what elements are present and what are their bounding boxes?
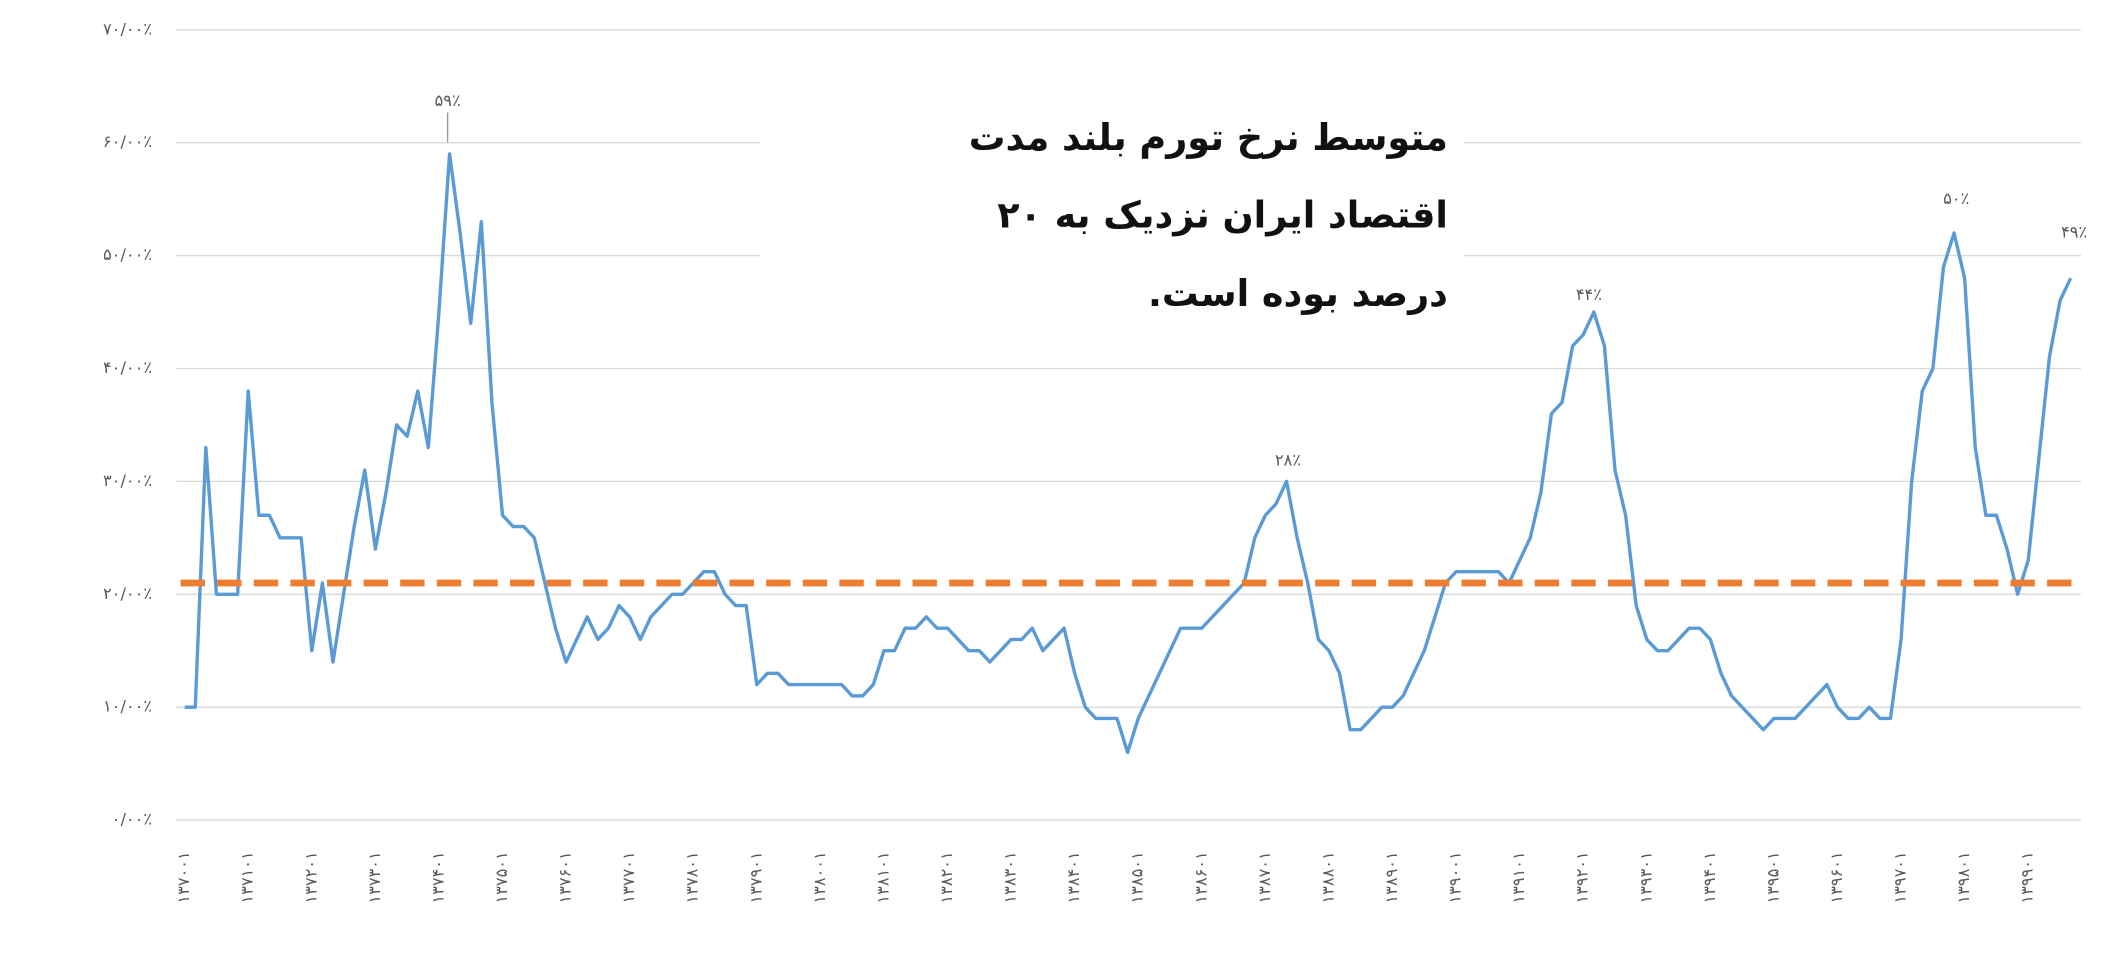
note-box <box>759 94 1465 339</box>
x-tick-label: ۱۳۷۲۰۱ <box>301 851 320 903</box>
x-tick-label: ۱۳۸۹۰۱ <box>1382 851 1401 903</box>
x-tick-label: ۱۳۸۶۰۱ <box>1191 851 1210 903</box>
x-tick-label: ۱۳۷۸۰۱ <box>683 851 702 903</box>
x-tick-label: ۱۳۷۹۰۱ <box>746 851 765 903</box>
x-tick-label: ۱۳۹۸۰۱ <box>1954 851 1973 903</box>
y-tick-label: ۴۰/۰۰٪ <box>103 358 152 377</box>
x-tick-label: ۱۳۹۲۰۱ <box>1573 851 1592 903</box>
x-tick-label: ۱۳۷۷۰۱ <box>619 851 638 903</box>
x-tick-label: ۱۳۹۳۰۱ <box>1636 851 1655 903</box>
annotation: ۲۸٪ <box>1275 450 1301 469</box>
x-tick-label: ۱۳۸۳۰۱ <box>1001 851 1020 903</box>
x-tick-label: ۱۳۸۱۰۱ <box>873 851 892 903</box>
x-tick-label: ۱۳۸۵۰۱ <box>1128 851 1147 903</box>
x-tick-label: ۱۳۸۲۰۱ <box>937 851 956 903</box>
y-tick-label: ۲۰/۰۰٪ <box>103 584 152 603</box>
y-tick-label: ۶۰/۰۰٪ <box>103 132 152 151</box>
x-tick-label: ۱۳۹۵۰۱ <box>1763 851 1782 903</box>
x-tick-label: ۱۳۸۴۰۱ <box>1064 851 1083 903</box>
x-tick-label: ۱۳۷۵۰۱ <box>492 851 511 903</box>
x-tick-label: ۱۳۷۰۰۱ <box>174 851 193 903</box>
plot: ۵۹٪ ۲۸٪ ۴۴٪ ۵۰٪ ۴۹٪ <box>180 91 2087 755</box>
x-tick-label: ۱۳۹۹۰۱ <box>2018 851 2037 903</box>
annotation: ۴۴٪ <box>1576 285 1602 304</box>
x-tick-label: ۱۳۸۰۰۱ <box>810 851 829 903</box>
x-tick-label: ۱۳۹۰۰۱ <box>1446 851 1465 903</box>
x-tick-label: ۱۳۹۷۰۱ <box>1891 851 1910 903</box>
annotation: ۴۹٪ <box>2061 223 2087 242</box>
y-tick-label: ۰/۰۰٪ <box>112 810 152 829</box>
note-line: درصد بوده است. <box>1148 272 1448 315</box>
note-line: متوسط نرخ تورم بلند مدت <box>969 116 1448 159</box>
annotation: ۵۰٪ <box>1943 189 1969 208</box>
note-line: اقتصاد ایران نزدیک به ۲۰ <box>997 193 1448 236</box>
annotation: ۵۹٪ <box>435 91 461 110</box>
x-tick-label: ۱۳۸۷۰۱ <box>1255 851 1274 903</box>
y-tick-label: ۱۰/۰۰٪ <box>103 697 152 716</box>
x-tick-label: ۱۳۹۴۰۱ <box>1700 851 1719 903</box>
x-tick-label: ۱۳۷۶۰۱ <box>556 851 575 903</box>
y-tick-label: ۳۰/۰۰٪ <box>103 471 152 490</box>
x-tick-label: ۱۳۷۱۰۱ <box>238 851 257 903</box>
data-line <box>184 152 2073 755</box>
x-tick-label: ۱۳۹۱۰۱ <box>1509 851 1528 903</box>
y-tick-label: ۵۰/۰۰٪ <box>103 245 152 264</box>
y-tick-label: ۷۰/۰۰٪ <box>103 19 152 38</box>
x-tick-label: ۱۳۷۳۰۱ <box>365 851 384 903</box>
x-tick-label: ۱۳۸۸۰۱ <box>1318 851 1337 903</box>
x-tick-label: ۱۳۷۴۰۱ <box>428 851 447 903</box>
x-tick-label: ۱۳۹۶۰۱ <box>1827 851 1846 903</box>
